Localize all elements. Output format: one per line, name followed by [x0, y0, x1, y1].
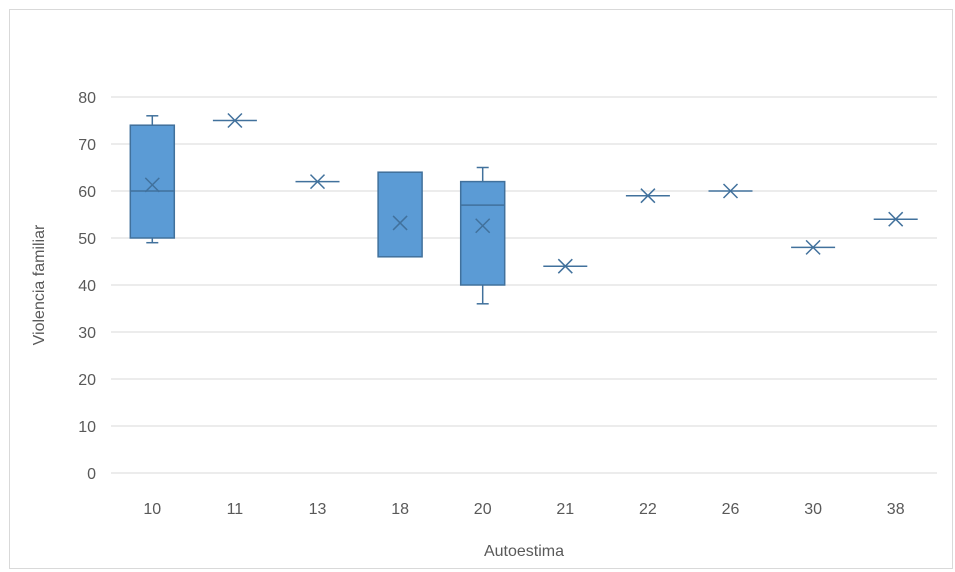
mean-marker: [557, 258, 573, 274]
x-tick-label: 11: [227, 501, 244, 518]
mean-marker: [144, 177, 160, 193]
y-tick-label: 80: [78, 90, 96, 107]
mean-marker: [392, 215, 408, 231]
y-axis-title: Violencia familiar: [31, 224, 48, 345]
box-group: [625, 188, 670, 204]
y-tick-label: 0: [87, 466, 96, 483]
box-group: [129, 115, 176, 244]
mean-marker: [805, 239, 821, 255]
mean-marker: [640, 188, 656, 204]
box-group: [377, 171, 423, 258]
box-group: [295, 174, 340, 190]
y-tick-label: 70: [78, 137, 96, 154]
box: [459, 180, 506, 286]
y-tick-label: 10: [78, 419, 96, 436]
x-tick-label: 30: [804, 501, 822, 518]
y-tick-label: 50: [78, 231, 96, 248]
box: [377, 171, 423, 258]
x-tick-label: 18: [391, 501, 409, 518]
y-tick-label: 20: [78, 372, 96, 389]
chart-area: [9, 9, 953, 569]
y-tick-label: 60: [78, 184, 96, 201]
mean-marker: [475, 218, 491, 234]
x-tick-label: 22: [639, 501, 657, 518]
y-axis-tick-labels: 0 10 20 30 40 50 60 70 80: [78, 90, 96, 483]
box-group: [873, 211, 918, 227]
x-tick-label: 38: [887, 501, 905, 518]
box-group: [708, 183, 753, 199]
mean-marker: [722, 183, 739, 199]
x-tick-label: 10: [143, 501, 161, 518]
gridlines: [111, 96, 937, 474]
x-axis-title: Autoestima: [484, 543, 564, 560]
x-tick-label: 26: [722, 501, 740, 518]
mean-marker: [888, 211, 904, 227]
x-axis-tick-labels: 10 11 13 18 20 21 22 26 30 38: [143, 501, 904, 518]
box-group: [543, 258, 588, 274]
x-tick-label: 13: [309, 501, 327, 518]
box: [129, 124, 176, 239]
x-tick-label: 21: [556, 501, 574, 518]
mean-marker: [309, 174, 326, 190]
box-group: [459, 166, 506, 305]
y-tick-label: 30: [78, 325, 96, 342]
y-tick-label: 40: [78, 278, 96, 295]
mean-marker: [227, 112, 243, 129]
box-group: [212, 112, 257, 129]
x-tick-label: 20: [474, 501, 492, 518]
plot-marks: [129, 112, 918, 305]
box-group: [791, 239, 836, 255]
